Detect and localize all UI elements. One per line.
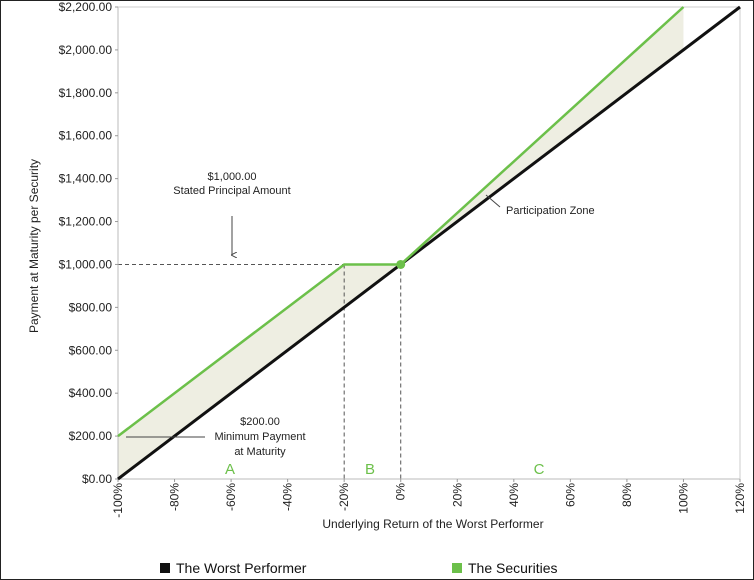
y-tick-label: $1,400.00 bbox=[59, 172, 113, 186]
minimum-text-line1: Minimum Payment bbox=[214, 431, 305, 443]
y-tick-label: $2,200.00 bbox=[59, 0, 113, 14]
x-tick-label: -60% bbox=[224, 483, 238, 511]
x-tick-label: 80% bbox=[620, 483, 634, 507]
minimum-text-line2: at Maturity bbox=[234, 446, 286, 458]
zone-label-b: B bbox=[365, 461, 375, 478]
y-tick-label: $200.00 bbox=[69, 429, 113, 443]
participation-zone-label: Participation Zone bbox=[506, 205, 595, 217]
shaded-difference-region bbox=[118, 7, 684, 479]
legend-label-worst-performer: The Worst Performer bbox=[176, 560, 307, 576]
x-tick-label: -20% bbox=[337, 483, 351, 511]
x-tick-label: -80% bbox=[168, 483, 182, 511]
y-tick-label: $600.00 bbox=[69, 343, 113, 357]
y-axis-title: Payment at Maturity per Security bbox=[27, 159, 41, 333]
legend-label-securities: The Securities bbox=[468, 560, 558, 576]
y-tick-label: $800.00 bbox=[69, 300, 113, 314]
x-tick-label: 0% bbox=[394, 483, 408, 501]
y-tick-label: $2,000.00 bbox=[59, 43, 113, 57]
zone-label-c: C bbox=[534, 461, 545, 478]
minimum-value-label: $200.00 bbox=[240, 416, 280, 428]
y-tick-label: $1,600.00 bbox=[59, 129, 113, 143]
principal-point-marker bbox=[396, 259, 406, 269]
series-line-worst-performer bbox=[117, 5, 741, 481]
y-tick-label: $1,000.00 bbox=[59, 257, 113, 271]
y-tick-label: $0.00 bbox=[82, 472, 112, 486]
x-tick-label: 60% bbox=[563, 483, 577, 507]
y-tick-label: $1,800.00 bbox=[59, 86, 113, 100]
x-tick-label: 20% bbox=[450, 483, 464, 507]
x-tick-group: -100% -80% -60% -40% -20% 0% 20% 40% 60% 80% 100% 1… bbox=[111, 479, 747, 518]
x-tick-label: -100% bbox=[111, 483, 125, 518]
x-tick-label: 120% bbox=[733, 483, 747, 514]
legend-swatch-securities bbox=[452, 563, 462, 573]
x-tick-label: 40% bbox=[507, 483, 521, 507]
x-tick-label: -40% bbox=[281, 483, 295, 511]
zone-label-a: A bbox=[225, 461, 235, 478]
y-tick-group: $0.00 $200.00 $400.00 $600.00 $800.00 $1,000.… bbox=[59, 0, 118, 486]
chart-legend: The Worst Performer The Securities bbox=[0, 560, 754, 580]
principal-text-label: Stated Principal Amount bbox=[173, 185, 290, 197]
y-tick-label: $1,200.00 bbox=[59, 215, 113, 229]
legend-swatch-worst-performer bbox=[160, 563, 170, 573]
x-tick-label: 100% bbox=[676, 483, 690, 514]
participation-arrow bbox=[485, 194, 501, 208]
legend-item-worst-performer: The Worst Performer bbox=[160, 560, 306, 576]
legend-item-securities: The Securities bbox=[452, 560, 557, 576]
series-line-securities bbox=[117, 6, 685, 438]
x-axis-title: Underlying Return of the Worst Performer bbox=[322, 517, 543, 531]
y-tick-label: $400.00 bbox=[69, 386, 113, 400]
principal-value-label: $1,000.00 bbox=[208, 171, 257, 183]
